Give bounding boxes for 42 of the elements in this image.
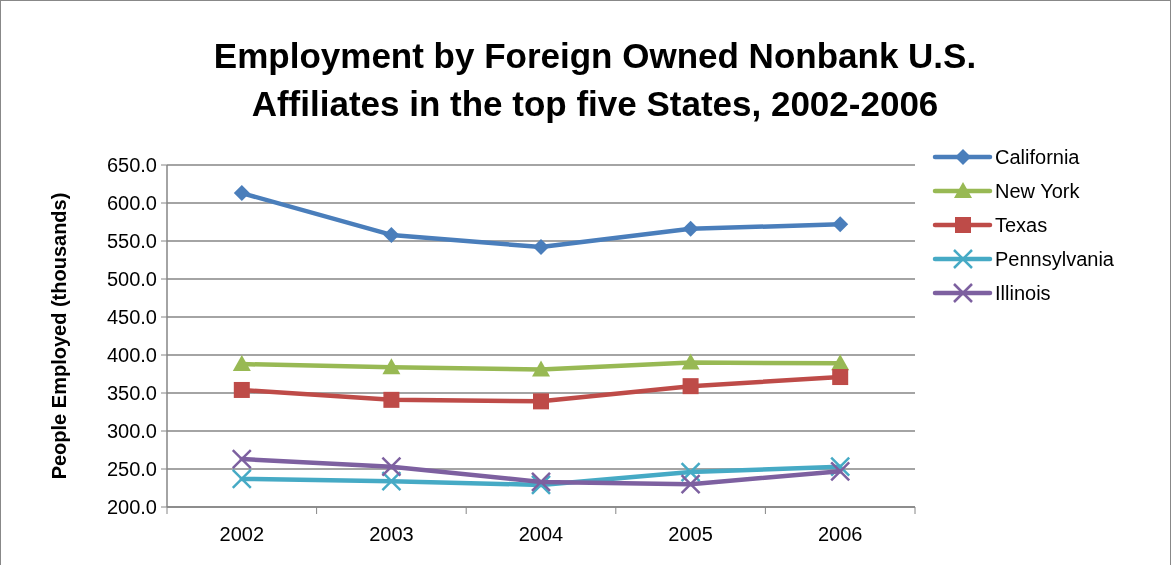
- point: [681, 353, 700, 370]
- y-tick-label: 300.0: [106, 420, 157, 442]
- point: [832, 369, 849, 386]
- point: [832, 216, 849, 233]
- point: [233, 381, 250, 398]
- y-tick-label: 600.0: [106, 192, 157, 214]
- y-tick-label: 650.0: [106, 154, 157, 176]
- point: [232, 355, 251, 372]
- x-tick-label: 2002: [219, 523, 265, 545]
- y-tick-label: 250.0: [106, 458, 157, 480]
- y-tick-label: 200.0: [106, 496, 157, 518]
- y-tick-label: 400.0: [106, 344, 157, 366]
- point: [382, 358, 401, 375]
- x-tick-label: 2003: [369, 523, 414, 545]
- legend-label: California: [995, 146, 1081, 168]
- chart-title: Employment by Foreign Owned Nonbank U.S. Affiliates in the top five States, 2002-2006: [213, 36, 977, 123]
- legend-label: Illinois: [995, 282, 1051, 304]
- point: [383, 391, 400, 408]
- point: [829, 461, 851, 482]
- x-tick-label: 2004: [518, 523, 564, 545]
- y-tick-label: 550.0: [106, 230, 157, 252]
- point: [533, 393, 549, 410]
- point: [381, 456, 402, 477]
- x-tick-label: 2006: [817, 523, 863, 545]
- x-tick-label: 2005: [668, 523, 713, 545]
- point: [381, 470, 402, 492]
- point: [532, 360, 550, 377]
- point: [231, 468, 253, 490]
- legend-label: Texas: [995, 214, 1048, 236]
- legend-label: New York: [995, 180, 1081, 202]
- y-tick-label: 450.0: [106, 306, 157, 328]
- point: [231, 448, 253, 470]
- y-tick-label: 500.0: [106, 268, 157, 290]
- y-tick-label: 350.0: [106, 382, 157, 404]
- point: [682, 220, 699, 237]
- point: [233, 185, 250, 202]
- point: [383, 226, 400, 243]
- point: [680, 473, 701, 495]
- legend-label: Pennsylvania: [995, 248, 1115, 270]
- y-axis-title: People Employed (thousands): [48, 192, 70, 480]
- point: [682, 378, 699, 395]
- point: [533, 239, 549, 256]
